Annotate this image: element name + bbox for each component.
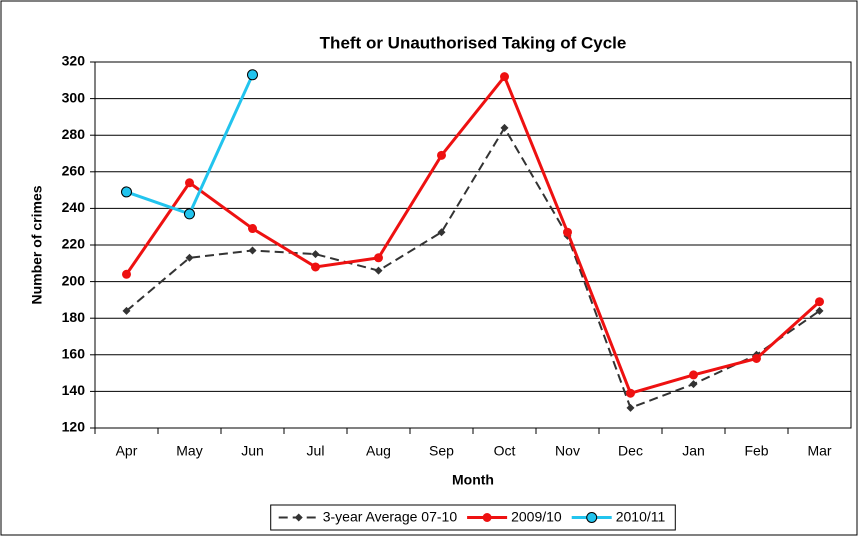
series-line bbox=[125, 125, 821, 410]
marker bbox=[752, 353, 761, 363]
marker bbox=[689, 370, 698, 380]
marker bbox=[311, 250, 320, 259]
marker bbox=[248, 224, 257, 234]
x-tick-label: Nov bbox=[555, 443, 580, 459]
marker bbox=[122, 269, 131, 279]
marker bbox=[248, 246, 257, 255]
y-axis-label: Number of crimes bbox=[29, 185, 45, 304]
marker bbox=[626, 388, 635, 398]
marker bbox=[689, 380, 698, 389]
x-tick-label: Jan bbox=[682, 443, 705, 459]
marker bbox=[122, 306, 131, 315]
x-tick-label: Jun bbox=[241, 443, 264, 459]
chart-title: Theft or Unauthorised Taking of Cycle bbox=[320, 33, 627, 52]
x-tick-label: Jul bbox=[307, 443, 325, 459]
marker bbox=[815, 297, 824, 307]
marker bbox=[185, 178, 194, 188]
legend-label: 2009/10 bbox=[511, 509, 562, 525]
y-tick-label: 300 bbox=[62, 89, 86, 105]
marker bbox=[500, 123, 509, 132]
legend-marker bbox=[586, 512, 598, 523]
y-tick-label: 280 bbox=[62, 126, 86, 142]
marker bbox=[374, 253, 383, 263]
marker bbox=[815, 306, 824, 315]
legend-label: 2010/11 bbox=[616, 509, 666, 525]
y-tick-label: 180 bbox=[62, 309, 86, 325]
y-tick-label: 140 bbox=[62, 382, 86, 398]
marker bbox=[311, 262, 320, 272]
x-tick-label: Feb bbox=[744, 443, 768, 459]
marker bbox=[437, 150, 446, 160]
legend-marker bbox=[482, 513, 492, 522]
legend-label: 3-year Average 07-10 bbox=[323, 509, 458, 525]
x-tick-label: Sep bbox=[429, 443, 454, 459]
x-tick-label: Aug bbox=[366, 443, 391, 459]
y-tick-label: 200 bbox=[62, 272, 86, 288]
marker bbox=[121, 186, 132, 198]
marker bbox=[437, 228, 446, 237]
y-tick-label: 260 bbox=[62, 163, 86, 179]
marker bbox=[626, 403, 635, 412]
marker bbox=[563, 227, 572, 237]
x-tick-label: May bbox=[176, 443, 202, 459]
legend-marker bbox=[294, 513, 303, 522]
marker bbox=[500, 72, 509, 82]
x-tick-label: Oct bbox=[494, 443, 516, 459]
marker bbox=[184, 208, 195, 220]
x-tick-label: Mar bbox=[807, 443, 831, 459]
y-tick-label: 240 bbox=[62, 199, 86, 215]
marker bbox=[185, 253, 194, 262]
y-tick-label: 320 bbox=[62, 53, 86, 69]
y-tick-label: 160 bbox=[62, 346, 86, 362]
legend: 3-year Average 07-10 2009/10 2010/11 bbox=[270, 504, 676, 531]
y-tick-label: 220 bbox=[62, 236, 86, 252]
y-tick-label: 120 bbox=[62, 419, 86, 435]
series-line bbox=[125, 73, 821, 396]
x-tick-label: Apr bbox=[116, 443, 138, 459]
marker bbox=[247, 69, 258, 81]
x-tick-label: Dec bbox=[618, 443, 643, 459]
x-axis-label: Month bbox=[452, 472, 494, 488]
marker bbox=[374, 266, 383, 275]
